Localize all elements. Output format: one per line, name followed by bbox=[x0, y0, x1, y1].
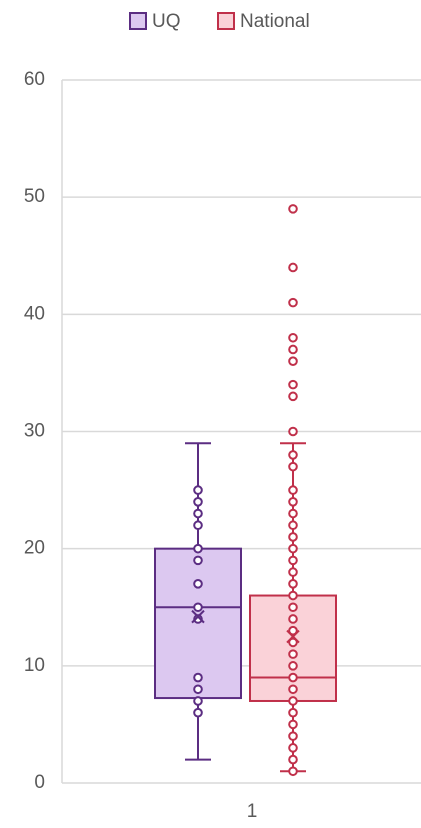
data-point bbox=[288, 602, 298, 613]
data-point bbox=[288, 672, 298, 683]
data-point bbox=[288, 567, 298, 577]
legend-swatch bbox=[129, 12, 147, 30]
data-point bbox=[288, 743, 298, 753]
data-point bbox=[288, 297, 298, 308]
data-point bbox=[288, 426, 298, 437]
data-point bbox=[193, 696, 203, 706]
data-point bbox=[288, 579, 298, 589]
data-point bbox=[288, 766, 298, 777]
data-point bbox=[193, 543, 203, 554]
data-point bbox=[193, 707, 203, 718]
data-point bbox=[288, 637, 298, 648]
data-point bbox=[288, 262, 298, 273]
data-point bbox=[288, 719, 298, 730]
data-point bbox=[288, 391, 298, 402]
data-point bbox=[288, 485, 298, 495]
data-point bbox=[193, 508, 203, 519]
data-point bbox=[288, 520, 298, 531]
y-tick-label: 0 bbox=[34, 772, 45, 793]
mean-marker bbox=[191, 609, 205, 624]
data-point bbox=[193, 520, 203, 531]
data-point bbox=[288, 754, 298, 765]
data-point bbox=[288, 356, 298, 367]
data-point bbox=[288, 590, 298, 601]
data-point bbox=[288, 649, 298, 659]
data-point bbox=[288, 497, 298, 507]
y-tick-label: 60 bbox=[24, 69, 45, 90]
data-point bbox=[193, 555, 203, 566]
data-point bbox=[288, 661, 298, 671]
data-point bbox=[288, 625, 298, 636]
data-point bbox=[193, 602, 203, 613]
data-point bbox=[288, 379, 298, 390]
data-point bbox=[193, 684, 203, 695]
data-point bbox=[288, 684, 298, 695]
data-point bbox=[193, 579, 203, 589]
data-point bbox=[288, 731, 298, 741]
data-point bbox=[288, 461, 298, 472]
y-tick-label: 40 bbox=[24, 303, 45, 324]
data-point bbox=[288, 532, 298, 542]
data-point bbox=[193, 485, 203, 495]
data-point bbox=[288, 555, 298, 566]
data-point bbox=[193, 672, 203, 683]
y-tick-label: 50 bbox=[24, 186, 45, 207]
legend-label: UQ bbox=[152, 11, 181, 32]
x-tick-label: 1 bbox=[247, 801, 258, 822]
mean-marker bbox=[286, 629, 300, 644]
legend-swatch bbox=[217, 12, 235, 30]
data-point bbox=[288, 696, 298, 706]
data-point bbox=[288, 332, 298, 343]
y-tick-label: 30 bbox=[24, 421, 45, 442]
data-point bbox=[288, 543, 298, 554]
y-tick-label: 20 bbox=[24, 538, 45, 559]
data-point bbox=[288, 344, 298, 355]
data-point bbox=[288, 450, 298, 460]
data-point bbox=[288, 508, 298, 519]
legend-label: National bbox=[240, 11, 310, 32]
data-point bbox=[288, 614, 298, 624]
y-tick-label: 10 bbox=[24, 655, 45, 676]
data-point bbox=[288, 707, 298, 718]
data-point bbox=[288, 204, 298, 214]
data-point bbox=[193, 614, 203, 624]
data-point bbox=[193, 497, 203, 507]
